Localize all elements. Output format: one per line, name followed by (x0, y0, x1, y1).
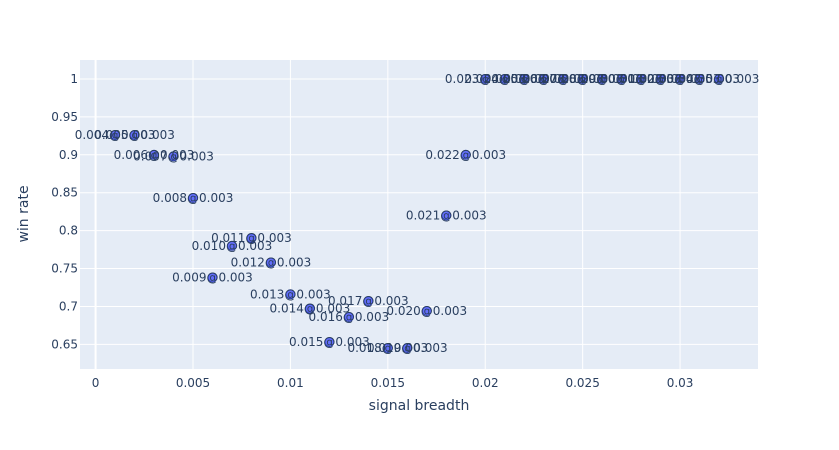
data-label: 0.015@0.003 (289, 335, 370, 349)
y-tick-label: 0.9 (59, 148, 78, 162)
data-point[interactable] (655, 73, 666, 84)
data-point[interactable] (577, 73, 588, 84)
data-point[interactable] (188, 193, 198, 204)
x-tick-label: 0.01 (277, 376, 304, 390)
y-tick-label: 0.85 (51, 186, 78, 200)
data-point[interactable] (110, 130, 121, 141)
data-label: 0.012@0.003 (231, 255, 312, 269)
data-label: 0.035@0.003 (679, 72, 760, 86)
data-label: 0.029@0.003 (562, 72, 643, 86)
data-point[interactable] (421, 305, 432, 316)
y-tick-label: 1 (70, 72, 78, 86)
data-point[interactable] (519, 73, 530, 84)
data-point[interactable] (168, 151, 179, 162)
data-label: 0.033@0.003 (640, 72, 721, 86)
y-axis-ticks: 0.65 0.7 0.75 0.8 0.85 0.9 0.95 1 (51, 72, 78, 351)
data-label: 0.007@0.003 (133, 149, 214, 163)
data-point[interactable] (382, 343, 393, 354)
x-tick-label: 0.025 (565, 376, 599, 390)
data-label: 0.018@0.003 (347, 341, 428, 355)
data-point[interactable] (149, 149, 160, 160)
data-label: 0.010@0.003 (192, 239, 273, 253)
data-points (110, 73, 725, 354)
y-axis-title: win rate (16, 185, 32, 242)
y-tick-label: 0.7 (59, 299, 78, 313)
data-label: 0.016@0.003 (309, 310, 390, 324)
y-tick-label: 0.8 (59, 224, 78, 238)
data-point[interactable] (226, 240, 237, 251)
data-point[interactable] (402, 343, 413, 354)
data-point[interactable] (324, 337, 335, 348)
data-point[interactable] (246, 233, 257, 244)
data-label: 0.032@0.003 (620, 72, 701, 86)
data-point[interactable] (694, 73, 705, 84)
data-label: 0.019@0.003 (367, 341, 448, 355)
data-point[interactable] (636, 73, 647, 84)
data-label: 0.006@0.003 (114, 148, 195, 162)
data-label: 0.030@0.003 (581, 72, 662, 86)
data-point[interactable] (441, 210, 452, 221)
x-tick-label: 0 (92, 376, 100, 390)
data-label: 0.023@0.003 (445, 72, 526, 86)
data-point[interactable] (207, 272, 218, 283)
x-axis-title: signal breadth (369, 398, 470, 414)
data-label: 0.031@0.003 (601, 72, 682, 86)
data-label: 0.017@0.003 (328, 294, 409, 308)
data-point[interactable] (714, 73, 725, 84)
data-point[interactable] (343, 312, 354, 323)
data-label: 0.034@0.003 (659, 72, 740, 86)
data-point[interactable] (363, 296, 374, 307)
x-tick-label: 0.005 (176, 376, 210, 390)
data-label: 0.004@0.003 (75, 128, 156, 142)
data-label: 0.020@0.003 (386, 304, 467, 318)
data-point[interactable] (265, 257, 276, 268)
data-point[interactable] (499, 73, 510, 84)
data-label: 0.024@0.003 (464, 72, 545, 86)
data-label: 0.009@0.003 (172, 271, 253, 285)
data-point[interactable] (558, 73, 569, 84)
y-tick-label: 0.65 (51, 337, 78, 351)
data-point[interactable] (538, 73, 549, 84)
data-label: 0.021@0.003 (406, 208, 487, 222)
data-point[interactable] (597, 73, 608, 84)
data-label: 0.022@0.003 (425, 148, 506, 162)
x-tick-label: 0.03 (667, 376, 694, 390)
data-point[interactable] (285, 289, 296, 300)
data-point[interactable] (304, 303, 315, 314)
y-tick-label: 0.95 (51, 110, 78, 124)
data-label: 0.014@0.003 (270, 302, 351, 316)
x-tick-label: 0.015 (371, 376, 405, 390)
x-axis-ticks: 0 0.005 0.01 0.015 0.02 0.025 0.03 (92, 376, 694, 390)
data-label: 0.005@0.003 (94, 128, 175, 142)
data-label: 0.013@0.003 (250, 287, 331, 301)
data-label: 0.025@0.003 (484, 72, 565, 86)
data-point[interactable] (460, 149, 471, 160)
data-point[interactable] (480, 73, 491, 84)
gridlines (80, 60, 758, 369)
data-point[interactable] (675, 73, 686, 84)
data-point[interactable] (616, 73, 627, 84)
data-label: 0.028@0.003 (542, 72, 623, 86)
data-label: 0.008@0.003 (153, 191, 234, 205)
data-point[interactable] (129, 130, 140, 141)
y-tick-label: 0.75 (51, 262, 78, 276)
x-tick-label: 0.02 (472, 376, 499, 390)
data-label: 0.026@0.003 (503, 72, 584, 86)
data-label: 0.027@0.003 (523, 72, 604, 86)
data-label: 0.011@0.003 (211, 231, 292, 245)
